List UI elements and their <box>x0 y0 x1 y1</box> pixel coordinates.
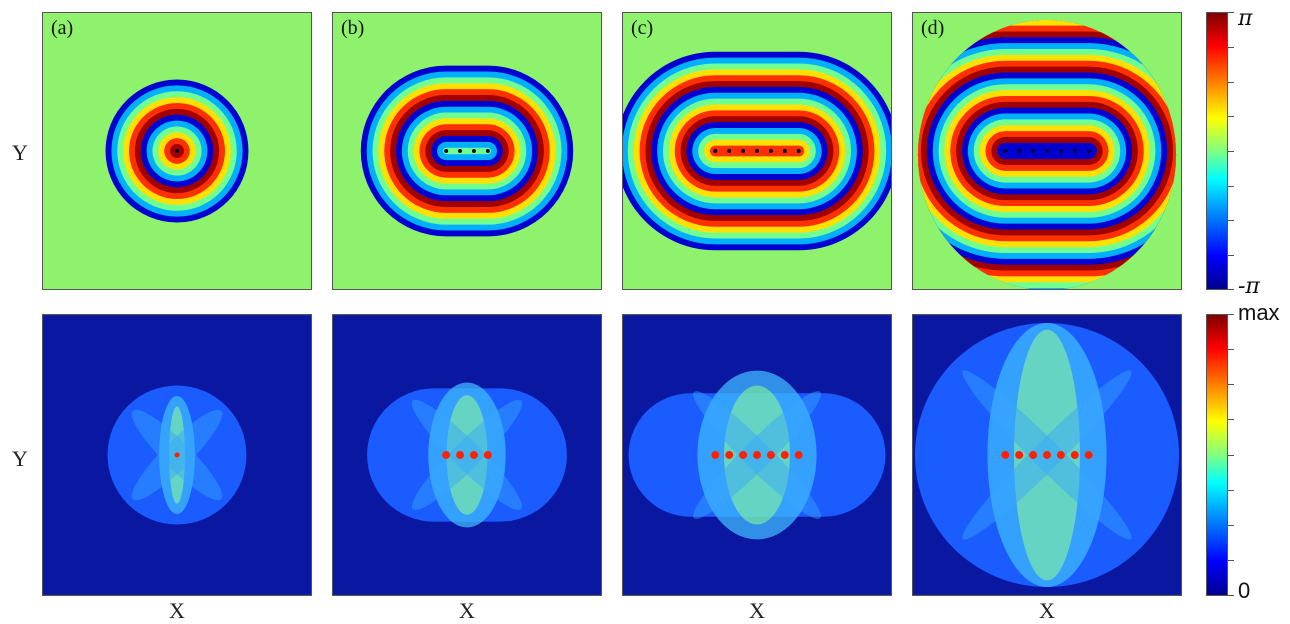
phase-panel-a: (a) <box>42 12 312 290</box>
amplitude-hotspot <box>711 451 720 459</box>
phase-panel-c: (c) <box>622 12 892 290</box>
amplitude-panel-d <box>912 314 1182 596</box>
phase-ring <box>442 147 492 155</box>
amplitude-plot-b <box>333 315 601 595</box>
vortex-core <box>175 149 179 153</box>
amplitude-hotspot <box>794 451 803 459</box>
phase-colorbar <box>1206 12 1228 290</box>
vortex-core <box>1072 149 1077 153</box>
amplitude-panel-b <box>332 314 602 596</box>
x-axis-label-d: X <box>1039 598 1055 623</box>
phase-clip-group <box>917 19 1177 289</box>
vortex-core <box>755 149 759 153</box>
amplitude-hotspot <box>753 451 761 459</box>
phase-colorbar-ticks <box>1228 12 1234 290</box>
y-axis-label-bottom: Y <box>12 446 28 471</box>
vortex-core <box>713 149 718 153</box>
panel-label-a: (a) <box>51 17 74 39</box>
phase-plot-b <box>333 13 601 289</box>
x-axis-label-a: X <box>169 598 185 623</box>
amplitude-plot-d <box>913 315 1181 595</box>
amplitude-hotspot <box>1056 451 1065 459</box>
vortex-core <box>1003 149 1008 153</box>
vortex-core <box>444 149 449 153</box>
amplitude-hotspot <box>456 451 465 459</box>
phase-plot-c <box>623 13 891 289</box>
vortex-core <box>471 149 476 153</box>
amplitude-core-lobe <box>446 395 488 515</box>
panel-label-b: (b) <box>341 17 365 39</box>
amplitude-plot-a <box>43 315 311 595</box>
amplitude-hotspot <box>483 451 492 459</box>
amplitude-arm <box>411 399 523 511</box>
amplitude-hotspot <box>442 451 451 459</box>
phase-panel-b: (b) <box>332 12 602 290</box>
amplitude-colorbar <box>1206 314 1228 596</box>
amplitude-hotspot <box>1070 451 1079 459</box>
x-axis-label-b: X <box>459 598 475 623</box>
amplitude-panel-c <box>622 314 892 596</box>
amplitude-arm <box>411 399 523 511</box>
amplitude-hotspot <box>766 451 775 459</box>
amplitude-hotspot <box>1015 451 1024 459</box>
amplitude-panel-a <box>42 314 312 596</box>
amplitude-hotspot <box>1084 451 1093 459</box>
vortex-core <box>1058 149 1063 153</box>
amplitude-hotspot <box>780 451 789 459</box>
amplitude-colorbar-bottom-label: 0 <box>1238 578 1251 603</box>
panel-label-c: (c) <box>631 17 654 39</box>
amplitude-hotspot <box>174 452 180 458</box>
phase-plot-d <box>913 13 1181 289</box>
amplitude-hotspot <box>1043 451 1051 459</box>
vortex-core <box>1031 149 1036 153</box>
phase-colorbar-bottom-label: -π <box>1238 274 1260 299</box>
amplitude-plot-c <box>623 315 891 595</box>
vortex-core <box>1017 149 1022 153</box>
vortex-core <box>782 149 787 153</box>
y-axis-label-top: Y <box>12 140 28 165</box>
vortex-core <box>727 149 732 153</box>
amplitude-hotspot <box>1029 451 1038 459</box>
amplitude-hotspot <box>1001 451 1010 459</box>
amplitude-colorbar-top-label: max <box>1238 300 1280 325</box>
x-axis-label-c: X <box>749 598 765 623</box>
vortex-core <box>458 149 463 153</box>
phase-plot-a <box>43 13 311 289</box>
vortex-core <box>1045 149 1049 153</box>
vortex-core <box>1086 149 1091 153</box>
phase-panel-d: (d) <box>912 12 1182 290</box>
amplitude-colorbar-ticks <box>1228 314 1234 596</box>
amplitude-hotspot <box>469 451 478 459</box>
vortex-core <box>485 149 490 153</box>
vortex-core <box>768 149 773 153</box>
vortex-core <box>796 149 801 153</box>
panel-label-d: (d) <box>921 17 945 39</box>
amplitude-hotspot <box>725 451 734 459</box>
vortex-core <box>741 149 746 153</box>
amplitude-hotspot <box>739 451 748 459</box>
phase-colorbar-top-label: π <box>1238 6 1253 31</box>
